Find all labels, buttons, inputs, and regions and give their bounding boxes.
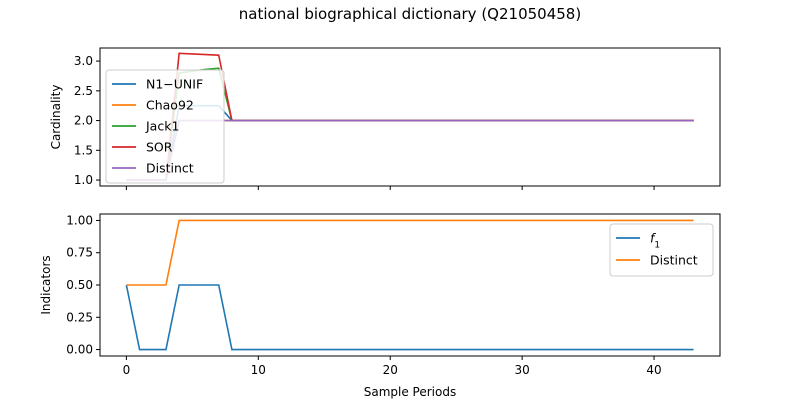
legend-box bbox=[609, 223, 714, 277]
y-tick-label: 0.00 bbox=[66, 343, 93, 357]
series-line bbox=[126, 219, 694, 286]
y-tick-label: 0.75 bbox=[66, 246, 93, 260]
x-tick-label: 40 bbox=[646, 363, 661, 377]
legend-label: N1−UNIF bbox=[146, 77, 203, 92]
y-tick-label: 2.0 bbox=[74, 114, 93, 128]
x-axis-label: Sample Periods bbox=[364, 385, 456, 399]
indicators-axes: 0 10 20 30 40 0.00 0.25 0.50 0.75 1.00 Indicators… bbox=[39, 213, 721, 399]
legend-label: SOR bbox=[146, 140, 173, 155]
legend-box bbox=[105, 69, 225, 184]
series-lines bbox=[125, 219, 694, 351]
x-tick-label: 30 bbox=[514, 363, 529, 377]
y-tick-label: 2.5 bbox=[74, 84, 93, 98]
series-line bbox=[125, 284, 694, 351]
axis-ticks: 0 10 20 30 40 0.00 0.25 0.50 0.75 1.00 bbox=[66, 213, 661, 377]
y-tick-label: 1.0 bbox=[74, 173, 93, 187]
plot-frame bbox=[99, 47, 721, 187]
legend-label: Chao92 bbox=[146, 98, 194, 113]
legend-label: Distinct bbox=[650, 253, 698, 268]
y-tick-label: 1.00 bbox=[66, 213, 93, 227]
y-tick-label: 3.0 bbox=[74, 54, 93, 68]
legend: f1 Distinct bbox=[609, 223, 714, 277]
chart-title: national biographical dictionary (Q21050… bbox=[239, 5, 581, 23]
y-axis-label: Cardinality bbox=[49, 85, 63, 150]
legend-label: Jack1 bbox=[145, 119, 179, 134]
y-tick-label: 0.50 bbox=[66, 278, 93, 292]
axis-ticks: 1.0 1.5 2.0 2.5 3.0 bbox=[74, 54, 655, 190]
legend-label: Distinct bbox=[146, 161, 194, 176]
x-tick-label: 10 bbox=[251, 363, 266, 377]
x-tick-label: 0 bbox=[123, 363, 131, 377]
legend: N1−UNIF Chao92 Jack1 SOR Distinct bbox=[105, 69, 225, 184]
y-tick-label: 0.25 bbox=[66, 310, 93, 324]
x-tick-label: 20 bbox=[383, 363, 398, 377]
legend-label: f1 bbox=[650, 231, 660, 251]
y-tick-label: 1.5 bbox=[74, 143, 93, 157]
cardinality-axes: 1.0 1.5 2.0 2.5 3.0 Cardinality N1−UNIF Chao9… bbox=[49, 47, 721, 190]
y-axis-label: Indicators bbox=[39, 255, 53, 314]
